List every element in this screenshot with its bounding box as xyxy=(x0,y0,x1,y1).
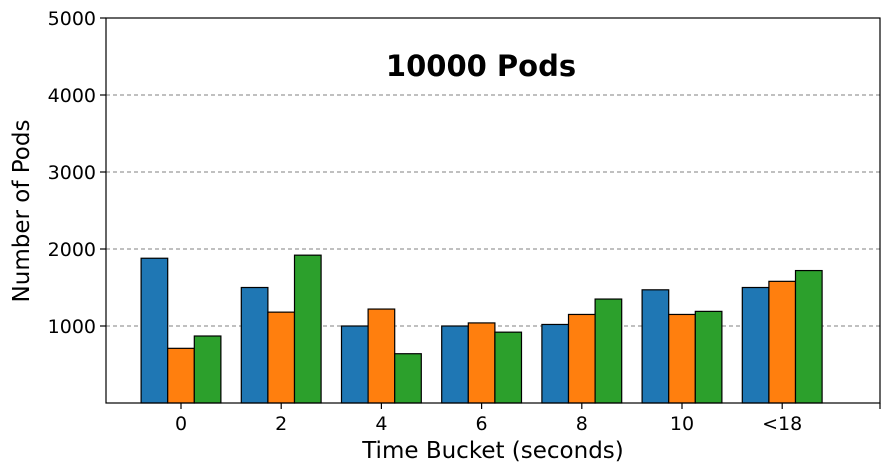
x-tick-label: 10 xyxy=(670,413,694,435)
y-tick-label: 2000 xyxy=(48,239,96,261)
bar xyxy=(594,298,623,404)
bar xyxy=(641,289,670,404)
bar xyxy=(668,313,696,404)
bar xyxy=(768,280,797,404)
y-tick-label: 3000 xyxy=(48,162,96,184)
bar xyxy=(167,347,195,404)
plot-frame xyxy=(105,17,881,404)
y-tick-label: 5000 xyxy=(48,8,96,30)
bar-groups xyxy=(140,254,823,404)
x-axis-ticks: 0 2 4 6 8 10 <18 xyxy=(175,403,881,435)
bar xyxy=(467,322,496,404)
x-tick-label: 2 xyxy=(275,413,287,435)
bar xyxy=(441,325,469,404)
x-axis-label: Time Bucket (seconds) xyxy=(361,438,624,464)
bar xyxy=(567,313,596,404)
bar xyxy=(694,310,723,404)
y-tick-label: 4000 xyxy=(48,85,96,107)
bar xyxy=(240,286,269,404)
x-tick-label: 4 xyxy=(375,413,387,435)
chart-title: 10000 Pods xyxy=(386,49,576,83)
x-tick-label: 8 xyxy=(576,413,588,435)
bar xyxy=(794,269,823,404)
x-tick-label: <18 xyxy=(762,413,802,435)
y-axis-ticks: 1000 2000 3000 4000 5000 xyxy=(48,8,106,338)
bar xyxy=(340,325,369,404)
bar xyxy=(267,311,296,404)
x-tick-label: 0 xyxy=(175,413,187,435)
bar xyxy=(140,257,169,404)
bar xyxy=(193,335,222,404)
y-tick-label: 1000 xyxy=(48,316,96,338)
y-axis-label: Number of Pods xyxy=(9,120,35,303)
bar xyxy=(367,308,396,404)
bar xyxy=(494,331,523,404)
x-tick-label: 6 xyxy=(476,413,488,435)
bar xyxy=(541,323,570,404)
bar xyxy=(293,254,322,404)
bar xyxy=(394,353,422,404)
bar xyxy=(741,286,770,404)
